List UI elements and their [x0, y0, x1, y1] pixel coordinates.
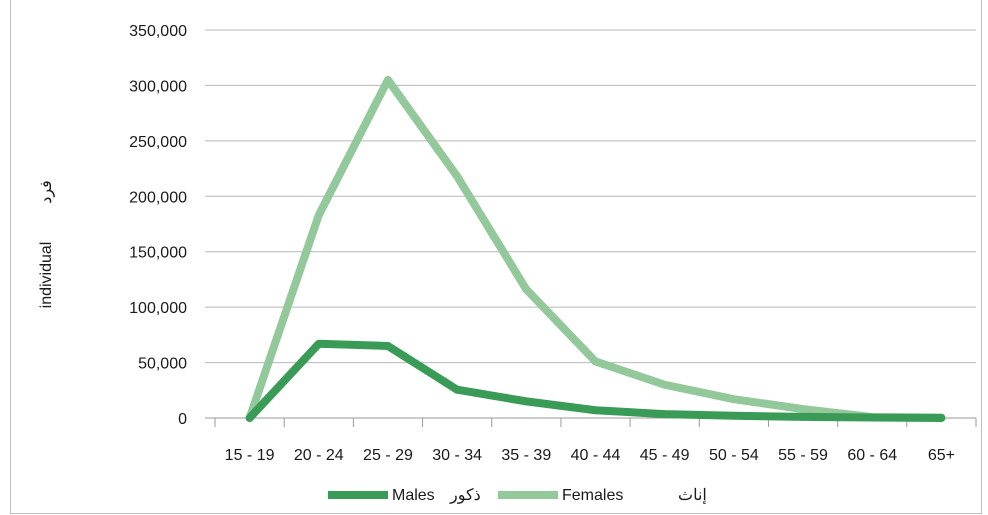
data-point-males: [802, 416, 804, 418]
data-point-males: [940, 417, 942, 419]
legend: Males ذكور Females إناث: [328, 487, 707, 504]
data-point-males: [318, 343, 320, 345]
data-point-males: [456, 389, 458, 391]
legend-label-females: Females: [562, 487, 623, 504]
series-line-females: [245, 75, 946, 422]
data-point-males: [525, 400, 527, 402]
x-tick-label: 30 - 34: [432, 447, 482, 464]
series-line-males: [245, 339, 946, 422]
y-axis-ticks: 0 50,000 100,000 150,000 200,000 250,000 300,0…: [129, 23, 187, 428]
y-tick-label: 300,000: [129, 78, 187, 95]
y-axis-label-ar: فرد: [38, 180, 55, 204]
series-lines: [245, 75, 946, 422]
x-tick-label: 40 - 44: [571, 447, 621, 464]
data-point-females: [733, 398, 735, 400]
x-tick-label: 20 - 24: [294, 447, 344, 464]
data-point-females: [525, 288, 527, 290]
x-tick-label: 45 - 49: [640, 447, 690, 464]
y-tick-label: 100,000: [129, 300, 187, 317]
x-tick-label: 50 - 54: [709, 447, 759, 464]
data-point-males: [664, 413, 666, 415]
y-tick-label: 250,000: [129, 134, 187, 151]
x-tick-label: 55 - 59: [778, 447, 828, 464]
x-tick-label: 35 - 39: [501, 447, 551, 464]
y-tick-label: 0: [178, 411, 187, 428]
data-point-females: [664, 384, 666, 386]
legend-label-males: Males: [392, 487, 435, 504]
data-point-males: [595, 409, 596, 411]
legend-label-females-ar: إناث: [678, 487, 707, 504]
gridlines: [205, 29, 976, 419]
x-tick-label: 15 - 19: [225, 447, 275, 464]
data-point-females: [387, 79, 389, 81]
data-point-females: [595, 360, 596, 362]
data-point-males: [733, 415, 735, 417]
y-tick-label: 50,000: [138, 356, 187, 373]
y-axis-label: فرد individual: [38, 180, 55, 308]
data-point-males: [871, 416, 873, 418]
x-axis: 15 - 19 20 - 24 25 - 29 30 - 34 35 - 39 40 - …: [214, 418, 977, 464]
data-point-females: [456, 175, 458, 177]
data-point-males: [249, 417, 251, 419]
data-point-males: [387, 345, 389, 347]
y-tick-label: 350,000: [129, 23, 187, 40]
x-tick-label: 60 - 64: [847, 447, 897, 464]
y-tick-label: 150,000: [129, 245, 187, 262]
data-point-females: [318, 214, 320, 216]
x-tick-label: 25 - 29: [363, 447, 413, 464]
legend-label-males-ar: ذكور: [449, 487, 481, 504]
y-tick-label: 200,000: [129, 189, 187, 206]
x-tick-label: 65+: [928, 447, 955, 464]
chart-frame: [10, 0, 982, 514]
data-point-females: [802, 408, 804, 410]
y-axis-label-en: individual: [38, 242, 55, 309]
